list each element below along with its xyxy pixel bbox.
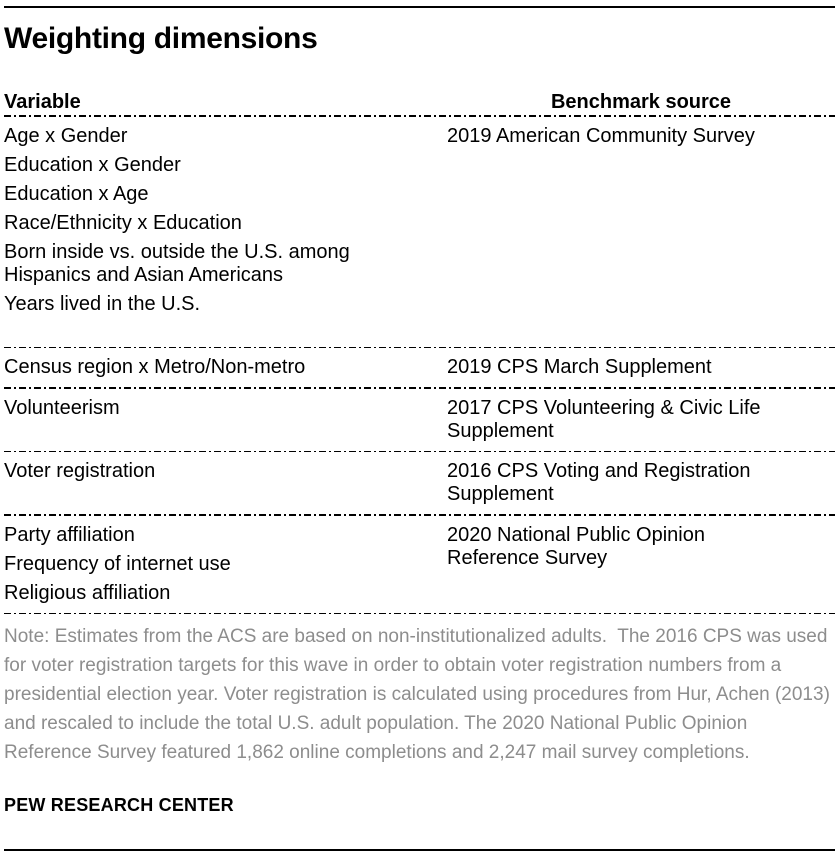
row-divider (4, 450, 835, 452)
table-body: Age x Gender Education x Gender Education … (4, 117, 835, 614)
column-header-benchmark-source: Benchmark source (550, 91, 732, 113)
benchmark-source-cell: 2019 American Community Survey (447, 124, 755, 147)
variable-column: Census region x Metro/Non-metro (4, 356, 434, 379)
benchmark-source-column: 2019 American Community Survey (447, 125, 835, 316)
benchmark-source-cell: 2019 CPS March Supplement (447, 356, 712, 378)
variable-column: Party affiliation Frequency of internet u… (4, 524, 434, 605)
benchmark-source-column: 2019 CPS March Supplement (447, 356, 835, 379)
variable-cell: Years lived in the U.S. (4, 292, 201, 315)
bottom-rule (4, 849, 835, 851)
variable-cell: Education x Age (4, 182, 149, 205)
variable-column: Volunteerism (4, 397, 434, 443)
variable-cell: Census region x Metro/Non-metro (4, 356, 306, 378)
table-header-row: Variable Benchmark source (4, 91, 835, 115)
top-rule (4, 6, 835, 8)
row-divider (4, 346, 835, 348)
benchmark-source-column: 2016 CPS Voting and Registration Supplem… (447, 460, 835, 506)
table-section: Age x Gender Education x Gender Education … (4, 117, 835, 347)
table-section: Census region x Metro/Non-metro 2019 CPS … (4, 348, 835, 387)
variable-cell: Party affiliation (4, 523, 135, 546)
source-label: PEW RESEARCH CENTER (4, 795, 234, 815)
variable-cell: Volunteerism (4, 396, 120, 419)
variable-column: Age x Gender Education x Gender Education … (4, 125, 434, 316)
variable-cell: Religious affiliation (4, 581, 171, 604)
benchmark-source-cell: 2017 CPS Volunteering & Civic Life Suppl… (447, 396, 761, 442)
note-text: Note: Estimates from the ACS are based o… (4, 626, 836, 763)
variable-cell: Education x Gender (4, 153, 181, 176)
variable-cell: Voter registration (4, 460, 156, 482)
row-divider (4, 387, 835, 389)
table-section: Party affiliation Frequency of internet u… (4, 516, 835, 613)
column-header-variable: Variable (4, 91, 81, 113)
benchmark-source-cell: 2020 National Public Opinion Reference S… (447, 523, 705, 569)
row-divider (4, 514, 835, 516)
variable-cell: Race/Ethnicity x Education (4, 211, 242, 234)
page-title: Weighting dimensions (4, 22, 318, 55)
row-divider (4, 612, 835, 614)
table-section: Voter registration 2016 CPS Voting and Re… (4, 452, 835, 514)
variable-cell: Frequency of internet use (4, 552, 231, 575)
header-divider (4, 115, 835, 117)
variable-cell: Born inside vs. outside the U.S. among H… (4, 240, 350, 286)
benchmark-source-cell: 2016 CPS Voting and Registration Supplem… (447, 460, 751, 505)
benchmark-source-column: 2020 National Public Opinion Reference S… (447, 524, 835, 605)
table-section: Volunteerism 2017 CPS Volunteering & Civi… (4, 389, 835, 451)
variable-column: Voter registration (4, 460, 434, 506)
benchmark-source-column: 2017 CPS Volunteering & Civic Life Suppl… (447, 397, 835, 443)
variable-cell: Age x Gender (4, 124, 128, 147)
